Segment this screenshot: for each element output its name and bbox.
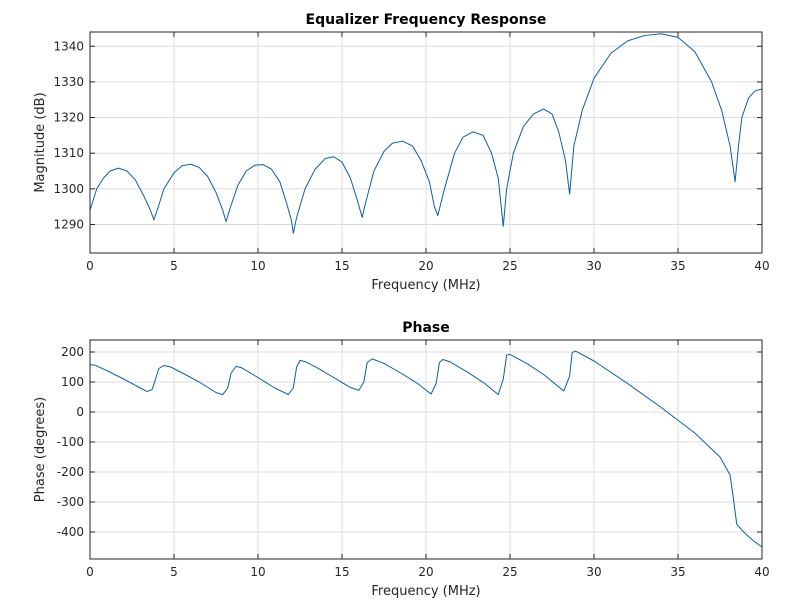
phase-x-tick-label: 40 [754,565,769,579]
magnitude-x-tick-label: 35 [670,259,685,273]
magnitude-x-tick-label: 15 [334,259,349,273]
magnitude-x-tick-label: 10 [250,259,265,273]
magnitude-y-tick-label: 1330 [53,75,84,89]
phase-ticks: 0 5 10 15 20 25 30 35 40 200 100 0 -100 -200 -300 -400 [57,340,770,579]
magnitude-grid [89,32,763,253]
magnitude-x-label: Frequency (MHz) [371,278,480,293]
phase-x-tick-label: 10 [250,565,265,579]
magnitude-series [89,33,763,234]
magnitude-title: Equalizer Frequency Response [306,12,547,28]
magnitude-x-tick-label: 0 [86,259,94,273]
phase-x-tick-label: 30 [586,565,601,579]
phase-x-tick-label: 25 [502,565,517,579]
magnitude-y-tick-label: 1320 [53,111,84,125]
phase-x-label: Frequency (MHz) [371,584,480,599]
magnitude-x-tick-label: 20 [418,259,433,273]
magnitude-y-tick-label: 1340 [53,39,84,53]
magnitude-line-series [89,33,763,234]
magnitude-y-tick-label: 1310 [53,146,84,160]
magnitude-x-tick-label: 30 [586,259,601,273]
magnitude-x-tick-label: 25 [502,259,517,273]
magnitude-y-tick-label: 1290 [53,217,84,231]
magnitude-ticks: 0 5 10 15 20 25 30 35 40 1290 1300 1310 1320 1330 1340 [53,32,770,273]
phase-y-tick-label: 200 [61,345,84,359]
phase-y-tick-label: -400 [57,525,84,539]
phase-y-tick-label: -300 [57,495,84,509]
phase-y-tick-label: -100 [57,435,84,449]
magnitude-y-tick-label: 1300 [53,182,84,196]
phase-x-tick-label: 0 [86,565,94,579]
phase-x-tick-label: 20 [418,565,433,579]
phase-title: Phase [402,320,450,336]
phase-y-tick-label: -200 [57,465,84,479]
phase-x-tick-label: 5 [170,565,178,579]
phase-series [89,350,763,548]
phase-y-tick-label: 0 [76,405,84,419]
magnitude-plot: 0 5 10 15 20 25 30 35 40 1290 1300 1310 1320 1330 1340… [33,12,770,293]
phase-plot: 0 5 10 15 20 25 30 35 402001000-100-200-300-400 … [33,320,770,599]
phase-x-tick-label: 35 [670,565,685,579]
phase-y-tick-label: 100 [61,375,84,389]
magnitude-y-label: Magnitude (dB) [33,92,48,192]
phase-x-tick-label: 15 [334,565,349,579]
phase-line-series [89,350,763,548]
phase-y-label: Phase (degrees) [33,397,48,502]
magnitude-x-tick-label: 5 [170,259,178,273]
magnitude-x-tick-label: 40 [754,259,769,273]
